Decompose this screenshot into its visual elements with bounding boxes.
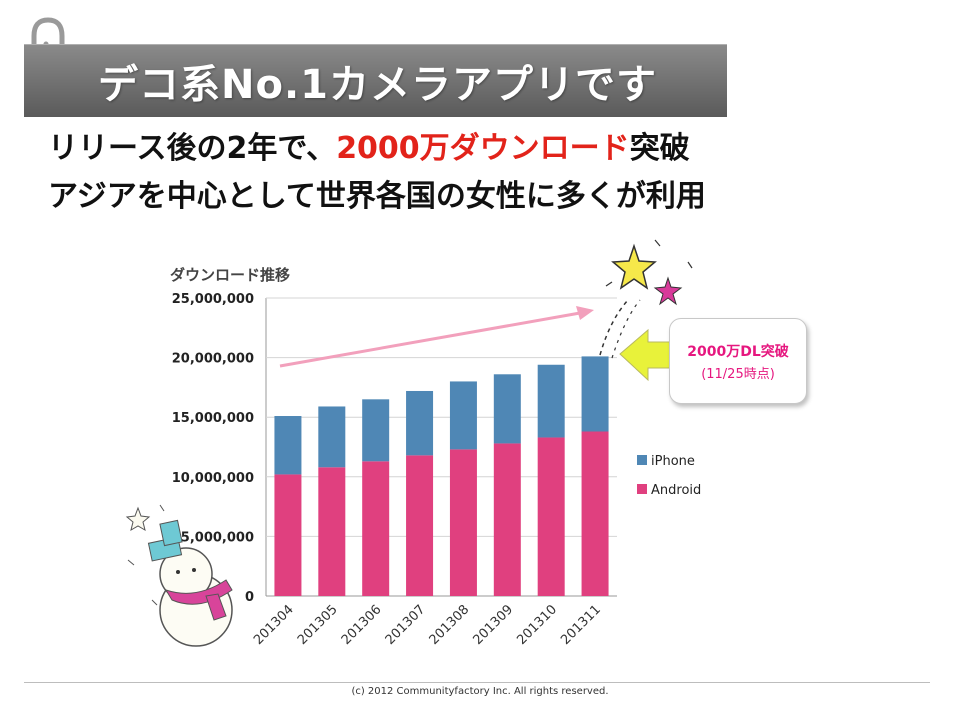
bar-iphone-201311 [581,356,609,432]
headline-prefix: リリース後の2年で、 [48,131,337,166]
x-tick-label: 201311 [558,602,604,648]
headline-highlight: 2000万ダウンロード [336,131,630,166]
slide-title: デコ系No.1カメラアプリです [98,62,657,108]
snowman-icon [125,504,233,647]
bar-iphone-201308 [449,381,477,450]
pointer-arrow-icon [619,328,673,382]
milestone-callout: 2000万DL突破 (11/25時点) [669,318,807,404]
x-tick-label: 201307 [383,602,429,648]
bar-android-201307 [406,455,434,596]
y-tick-label: 5,000,000 [181,530,254,545]
trend-arrow-head [576,306,594,320]
legend-swatch-android [637,484,647,494]
legend-label-android: Android [651,483,701,498]
bar-iphone-201304 [274,416,302,475]
x-tick-label: 201304 [251,602,297,648]
x-tick-label: 201310 [514,602,560,648]
y-tick-label: 20,000,000 [172,352,254,367]
headline-line-2: アジアを中心として世界各国の女性に多くが利用 [48,179,706,214]
x-tick-label: 201308 [427,602,473,648]
sparkle-stars-icon [599,239,693,359]
chart-title: ダウンロード推移 [170,266,291,284]
bar-iphone-201310 [537,364,565,438]
footer-copyright: (c) 2012 Communityfactory Inc. All right… [351,686,609,697]
x-tick-label: 201306 [339,602,385,648]
footer-divider [24,682,930,683]
bar-android-201305 [318,467,346,596]
callout-main-text: 2000万DL突破 [687,344,789,360]
y-tick-label: 25,000,000 [172,292,254,307]
bar-android-201306 [362,461,390,596]
y-tick-label: 0 [245,590,254,605]
legend-swatch-iphone [637,455,647,465]
bar-iphone-201307 [406,390,434,456]
bar-iphone-201309 [493,374,521,444]
bar-iphone-201306 [362,399,390,462]
trend-arrow [279,311,581,368]
callout-sub-text: (11/25時点) [701,367,775,382]
bar-iphone-201305 [318,406,346,468]
headline-line-1: リリース後の2年で、2000万ダウンロード突破 [48,123,690,167]
bar-android-201308 [449,449,477,596]
y-tick-label: 10,000,000 [172,471,254,486]
headline-suffix: 突破 [629,131,690,166]
y-tick-label: 15,000,000 [172,411,254,426]
bar-android-201310 [537,437,565,596]
bar-android-201304 [274,474,302,596]
legend-label-iphone: iPhone [651,454,695,469]
bar-android-201311 [581,431,609,596]
x-tick-label: 201305 [295,602,341,648]
bar-android-201309 [493,443,521,596]
x-tick-label: 201309 [470,602,516,648]
title-banner [24,44,727,117]
